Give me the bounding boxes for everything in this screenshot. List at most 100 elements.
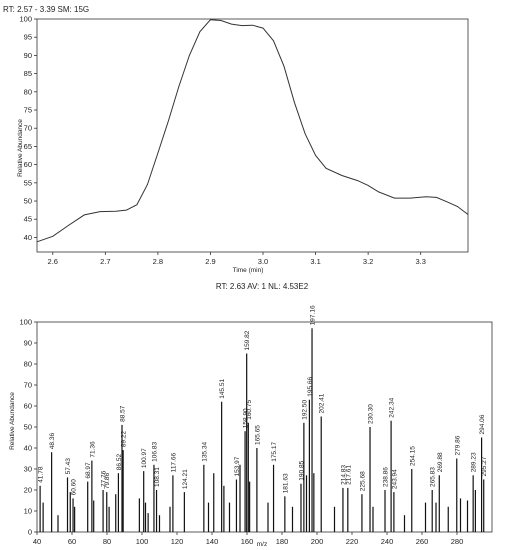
- spectrum-peak-label: 48.36: [49, 433, 56, 450]
- spectrum-peak-label: 181.63: [282, 473, 289, 493]
- spectrum-x-tick-label: 240: [381, 537, 394, 546]
- chromatogram-y-tick-label: 75: [24, 106, 32, 115]
- spectrum-y-axis-label: Relative Abundance: [9, 392, 16, 450]
- chromatogram-y-tick-label: 100: [19, 15, 32, 24]
- chromatogram-x-tick-label: 2.8: [153, 257, 163, 266]
- chromatogram-y-tick-label: 60: [24, 160, 32, 169]
- chromatogram-header: RT: 2.57 - 3.39 SM: 15G: [3, 5, 89, 14]
- spectrum-peak-label: 214.83: [340, 465, 347, 485]
- spectrum-peak-label: 89.22: [121, 430, 128, 447]
- spectrum-panel: RT: 2.63 AV: 1 NL: 4.53E2 0 10 20 30 40 50 60 7…: [9, 282, 493, 548]
- spectrum-peak-label: 254.15: [409, 446, 416, 466]
- spectrum-peak-label: 217.61: [345, 465, 352, 485]
- spectrum-peak-label: 165.65: [254, 425, 261, 445]
- spectrum-peak-label: 153.97: [234, 456, 241, 476]
- spectrum-peak-label: 57.43: [65, 458, 72, 475]
- spectrum-y-tick-label: 90: [24, 339, 32, 348]
- chromatogram-y-tick-label: 85: [24, 69, 32, 78]
- spectrum-peak-label: 243.94: [391, 469, 398, 489]
- spectrum-peak-label: 294.06: [479, 414, 486, 434]
- chromatogram-x-tick-label: 2.6: [48, 257, 58, 266]
- chromatogram-y-axis-label: Relative Abundance: [17, 119, 24, 177]
- chromatogram-y-tick-label: 45: [24, 215, 32, 224]
- spectrum-y-tick-label: 80: [24, 360, 32, 369]
- chromatogram-plot-frame: [36, 18, 469, 253]
- spectrum-y-tick-label: 20: [24, 486, 32, 495]
- chromatogram-y-tick-label: 90: [24, 51, 32, 60]
- spectrum-peak-label: 117.66: [170, 453, 177, 473]
- spectrum-peak-label: 238.86: [383, 467, 390, 487]
- chromatogram-y-tick-label: 55: [24, 178, 32, 187]
- spectrum-peak-label: 41.78: [38, 466, 45, 483]
- spectrum-peak-label: 197.16: [310, 305, 317, 325]
- spectrum-y-tick-label: 0: [28, 528, 32, 537]
- spectrum-plot: 0 10 20 30 40 50 60 70 80 90 100 40 60 80 100 120 140 160…: [19, 305, 493, 546]
- spectrum-peak-label: 77.76: [101, 470, 108, 487]
- chromatogram-y-tick-label: 70: [24, 124, 32, 133]
- spectrum-y-tick-label: 30: [24, 465, 32, 474]
- spectrum-peak-label: 269.88: [437, 452, 444, 472]
- spectrum-peak-label: 160.75: [246, 400, 253, 420]
- spectrum-x-tick-label: 140: [206, 537, 219, 546]
- spectrum-peak-label: 79.86: [104, 472, 111, 489]
- spectrum-peak-label: 100.97: [141, 448, 148, 468]
- spectrum-peak-label: 106.83: [151, 442, 158, 462]
- spectrum-peak-label: 159.82: [244, 330, 251, 350]
- spectrum-peak-label: 86.52: [116, 454, 123, 471]
- chromatogram-y-tick-label: 65: [24, 142, 32, 151]
- spectrum-x-tick-label: 280: [451, 537, 464, 546]
- spectrum-y-tick-label: 40: [24, 444, 32, 453]
- spectrum-peak-label: 242.34: [389, 397, 396, 417]
- chromatogram-x-tick-label: 2.9: [205, 257, 215, 266]
- spectrum-peak-label: 265.83: [430, 467, 437, 487]
- chromatogram-x-tick-label: 2.7: [100, 257, 110, 266]
- spectrum-peak-label: 145.51: [219, 379, 226, 399]
- spectrum-x-tick-label: 60: [68, 537, 76, 546]
- spectrum-x-tick-label: 40: [33, 537, 41, 546]
- chromatogram-x-axis-label: Time (min): [233, 267, 264, 274]
- spectrum-y-tick-label: 50: [24, 423, 32, 432]
- chromatogram-y-tick-label: 80: [24, 87, 32, 96]
- spectrum-x-tick-label: 100: [136, 537, 149, 546]
- spectrum-x-tick-label: 160: [241, 537, 254, 546]
- chromatogram-x-tick-label: 3.1: [310, 257, 320, 266]
- chromatogram-x-tick-label: 3.3: [415, 257, 425, 266]
- spectrum-x-tick-label: 260: [416, 537, 429, 546]
- spectrum-x-tick-label: 220: [346, 537, 359, 546]
- spectrum-x-tick-label: 180: [276, 537, 289, 546]
- spectrum-y-tick-label: 10: [24, 507, 32, 516]
- spectrum-peak-label: 60.60: [71, 479, 78, 496]
- spectrum-peak-label: 195.66: [307, 376, 314, 396]
- spectrum-peak-label: 295.27: [481, 456, 488, 476]
- spectrum-x-axis-label: m/z: [257, 541, 267, 548]
- spectrum-peak-label: 190.85: [298, 460, 305, 480]
- spectrum-header: RT: 2.63 AV: 1 NL: 4.53E2: [216, 282, 309, 291]
- spectrum-x-tick-label: 80: [103, 537, 111, 546]
- spectrum-peak-label: 135.34: [201, 442, 208, 462]
- chromatogram-y-tick-label: 40: [24, 233, 32, 242]
- spectrum-y-tick-label: 60: [24, 402, 32, 411]
- spectrum-peak-label: 158.90: [243, 408, 250, 428]
- spectrum-peak-label: 192.50: [301, 400, 308, 420]
- spectrum-x-tick-label: 200: [311, 537, 324, 546]
- chromatogram-x-tick-label: 3.2: [363, 257, 373, 266]
- chromatogram-panel: RT: 2.57 - 3.39 SM: 15G 40 45 50 55 60 65 70 75…: [3, 5, 469, 274]
- spectrum-peak-label: 108.31: [154, 467, 161, 487]
- chromatogram-x-tick-label: 3.0: [258, 257, 268, 266]
- chromatogram-y-tick-label: 50: [24, 197, 32, 206]
- spectrum-peak-label: 88.57: [119, 405, 126, 422]
- spectrum-x-tick-label: 120: [171, 537, 184, 546]
- spectrum-y-tick-label: 100: [19, 318, 32, 327]
- spectrum-peak-label: 230.30: [368, 404, 375, 424]
- chromatogram-trace-line: [36, 19, 469, 243]
- spectrum-peak-label: 279.86: [454, 435, 461, 455]
- spectrum-peak-label: 175.17: [271, 442, 278, 462]
- chromatogram-plot: 40 45 50 55 60 65 70 75 80 85 90 95 100 2.6 2.7 2.8 2.9 3…: [19, 15, 469, 266]
- spectrum-peak-label: 68.97: [85, 462, 92, 479]
- spectrum-peak-label: 289.23: [471, 452, 478, 472]
- spectrum-peak-label: 225.68: [359, 471, 366, 491]
- spectrum-peak-label: 71.36: [89, 441, 96, 458]
- spectrum-y-tick-label: 70: [24, 381, 32, 390]
